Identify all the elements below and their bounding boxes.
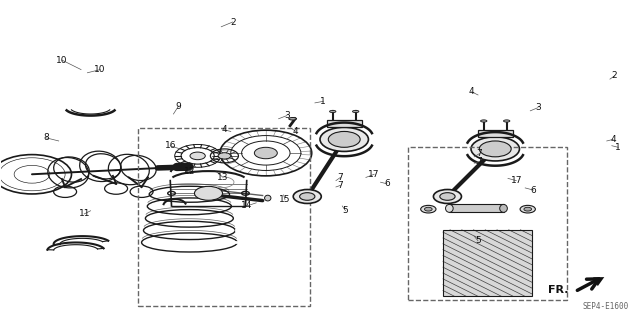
Text: 1: 1 <box>320 97 326 106</box>
Ellipse shape <box>353 110 359 113</box>
Text: 4: 4 <box>221 125 227 134</box>
Text: 1: 1 <box>615 143 621 152</box>
Text: 7: 7 <box>476 157 482 166</box>
Ellipse shape <box>289 117 296 120</box>
Text: 13: 13 <box>218 173 229 182</box>
Circle shape <box>195 186 223 200</box>
Text: 6: 6 <box>531 186 536 195</box>
Text: 14: 14 <box>241 202 252 211</box>
Bar <box>408 147 567 300</box>
Text: 2: 2 <box>612 71 617 80</box>
Text: 10: 10 <box>95 65 106 74</box>
Ellipse shape <box>481 120 487 122</box>
Text: 2: 2 <box>230 18 236 27</box>
Ellipse shape <box>445 204 453 212</box>
Text: 7: 7 <box>337 181 343 190</box>
Bar <box>326 120 362 127</box>
Text: 8: 8 <box>43 133 49 142</box>
Circle shape <box>190 152 205 160</box>
Text: SEP4-E1600: SEP4-E1600 <box>583 302 629 311</box>
Text: 6: 6 <box>384 179 390 188</box>
Circle shape <box>293 189 321 204</box>
Text: 16: 16 <box>164 141 176 150</box>
Text: 4: 4 <box>469 87 474 96</box>
Text: 15: 15 <box>279 195 291 204</box>
Text: 12: 12 <box>184 167 195 176</box>
Circle shape <box>320 127 369 151</box>
Text: 3: 3 <box>284 111 290 120</box>
Bar <box>138 128 310 306</box>
Text: 11: 11 <box>79 209 90 219</box>
Text: 5: 5 <box>342 206 348 215</box>
Ellipse shape <box>264 195 271 201</box>
Circle shape <box>300 193 315 200</box>
Text: 4: 4 <box>611 135 616 144</box>
Circle shape <box>328 132 360 147</box>
Circle shape <box>440 193 455 200</box>
Ellipse shape <box>330 110 336 113</box>
Circle shape <box>524 207 532 211</box>
Bar <box>477 130 513 137</box>
Circle shape <box>424 207 432 211</box>
Circle shape <box>254 147 277 159</box>
Bar <box>449 204 504 212</box>
Text: 17: 17 <box>369 170 380 179</box>
Text: 5: 5 <box>475 236 481 245</box>
Ellipse shape <box>500 204 508 212</box>
Text: FR.: FR. <box>548 285 568 295</box>
Text: 3: 3 <box>535 103 541 112</box>
Text: 4: 4 <box>293 127 299 136</box>
Circle shape <box>520 205 536 213</box>
Text: 9: 9 <box>175 101 181 111</box>
Circle shape <box>479 141 511 157</box>
Text: 10: 10 <box>56 56 68 65</box>
Circle shape <box>433 189 461 204</box>
Text: 7: 7 <box>476 149 482 158</box>
Circle shape <box>420 205 436 213</box>
FancyArrowPatch shape <box>577 277 604 291</box>
Text: 17: 17 <box>511 176 522 185</box>
Text: 7: 7 <box>337 173 343 182</box>
Circle shape <box>218 153 231 159</box>
Ellipse shape <box>504 120 510 122</box>
Bar <box>443 230 532 296</box>
Circle shape <box>471 137 520 161</box>
